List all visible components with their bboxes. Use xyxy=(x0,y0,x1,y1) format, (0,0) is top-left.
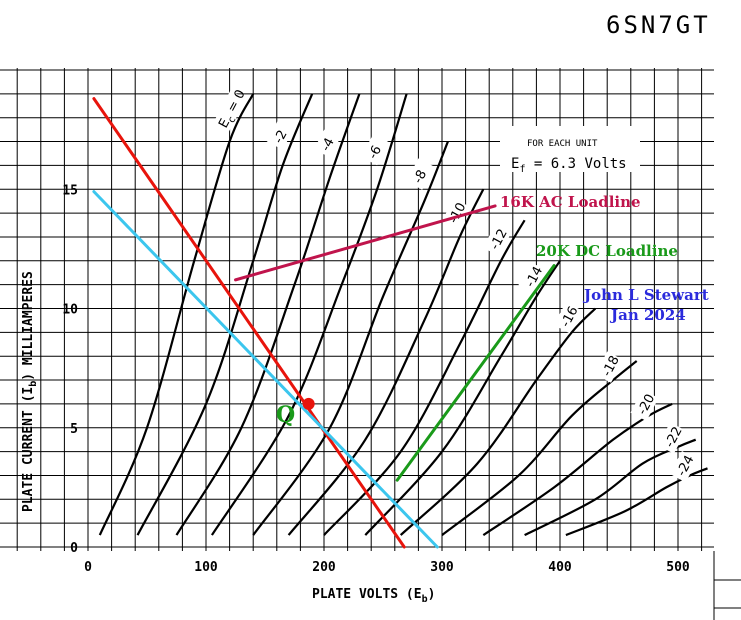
x-tick-label: 400 xyxy=(548,560,572,575)
curve-label-bg xyxy=(313,126,343,158)
x-tick-label: 200 xyxy=(312,560,336,575)
bias-curve-minus8 xyxy=(252,141,449,536)
bias-curve-0 xyxy=(98,93,255,536)
curve-label-bg xyxy=(441,198,470,230)
x-axis-title: PLATE VOLTS (Eb) xyxy=(312,587,435,605)
ac-loadline-label: 16K AC Loadline xyxy=(500,193,641,211)
y-tick-label: 0 xyxy=(70,541,78,556)
curve-label: -6 xyxy=(366,143,385,161)
y-tick-label: 15 xyxy=(62,183,78,198)
x-tick-label: 500 xyxy=(666,560,690,575)
y-tick-label: 10 xyxy=(62,303,78,318)
dc-loadline-label: 20K DC Loadline xyxy=(536,242,678,260)
curve-label-bg xyxy=(483,224,512,257)
curve-label: -4 xyxy=(319,135,338,153)
curve-label-bg xyxy=(266,118,295,150)
bias-curve-minus18 xyxy=(441,360,638,536)
credit-name: John L Stewart xyxy=(582,286,709,304)
x-tick-label: 300 xyxy=(430,560,454,575)
note-ef: Ef = 6.3 Volts xyxy=(511,156,627,175)
bias-curve-minus24 xyxy=(565,467,708,537)
curve-label-bg xyxy=(595,351,624,383)
loadline-0 xyxy=(234,204,497,282)
curve-label: -2 xyxy=(271,128,290,146)
loadline-2 xyxy=(92,97,406,549)
loadline-1 xyxy=(395,264,556,482)
bias-curve-minus16 xyxy=(399,307,597,536)
curve-label-bg xyxy=(406,158,435,190)
bias-curve-minus2 xyxy=(136,93,314,536)
q-point-marker xyxy=(302,397,315,410)
y-axis-title: PLATE CURRENT (Ib) MILLIAMPERES xyxy=(21,271,39,512)
curve-label-bg xyxy=(657,422,687,454)
x-tick-label: 0 xyxy=(84,560,92,575)
curve-label-bg xyxy=(630,389,659,422)
q-point-label: Q xyxy=(276,402,295,428)
note-box xyxy=(500,126,640,172)
curve-label: -8 xyxy=(411,168,430,186)
curve-label-bg xyxy=(553,302,582,334)
curve-label-bg xyxy=(211,90,247,135)
bias-curve-minus6 xyxy=(210,93,408,536)
bias-curve-minus12 xyxy=(323,219,526,536)
bias-curve-minus14 xyxy=(364,260,561,536)
grid-bias-curves: Ec = 0-2 -4 -6-8-10-12-14-16-18-20-22-24 xyxy=(98,87,708,537)
curve-label-bg xyxy=(669,450,698,483)
loadline-3 xyxy=(92,190,439,549)
bias-curve-minus22 xyxy=(524,438,697,537)
bias-curve-minus4 xyxy=(175,93,361,536)
x-tick-label: 100 xyxy=(194,560,218,575)
bias-curve-minus20 xyxy=(482,402,673,536)
curve-label-bg xyxy=(518,262,547,294)
credit-date: Jan 2024 xyxy=(609,306,686,324)
note-top: FOR EACH UNIT xyxy=(527,139,598,149)
tube-title: 6SN7GT xyxy=(606,11,711,39)
loadlines xyxy=(92,97,556,549)
y-tick-label: 5 xyxy=(70,422,78,437)
bias-curve-minus10 xyxy=(287,188,485,536)
curve-label-bg xyxy=(361,133,390,166)
axis-ticks: 0 100 200 300 400 500 0 5 10 15 xyxy=(62,183,690,575)
